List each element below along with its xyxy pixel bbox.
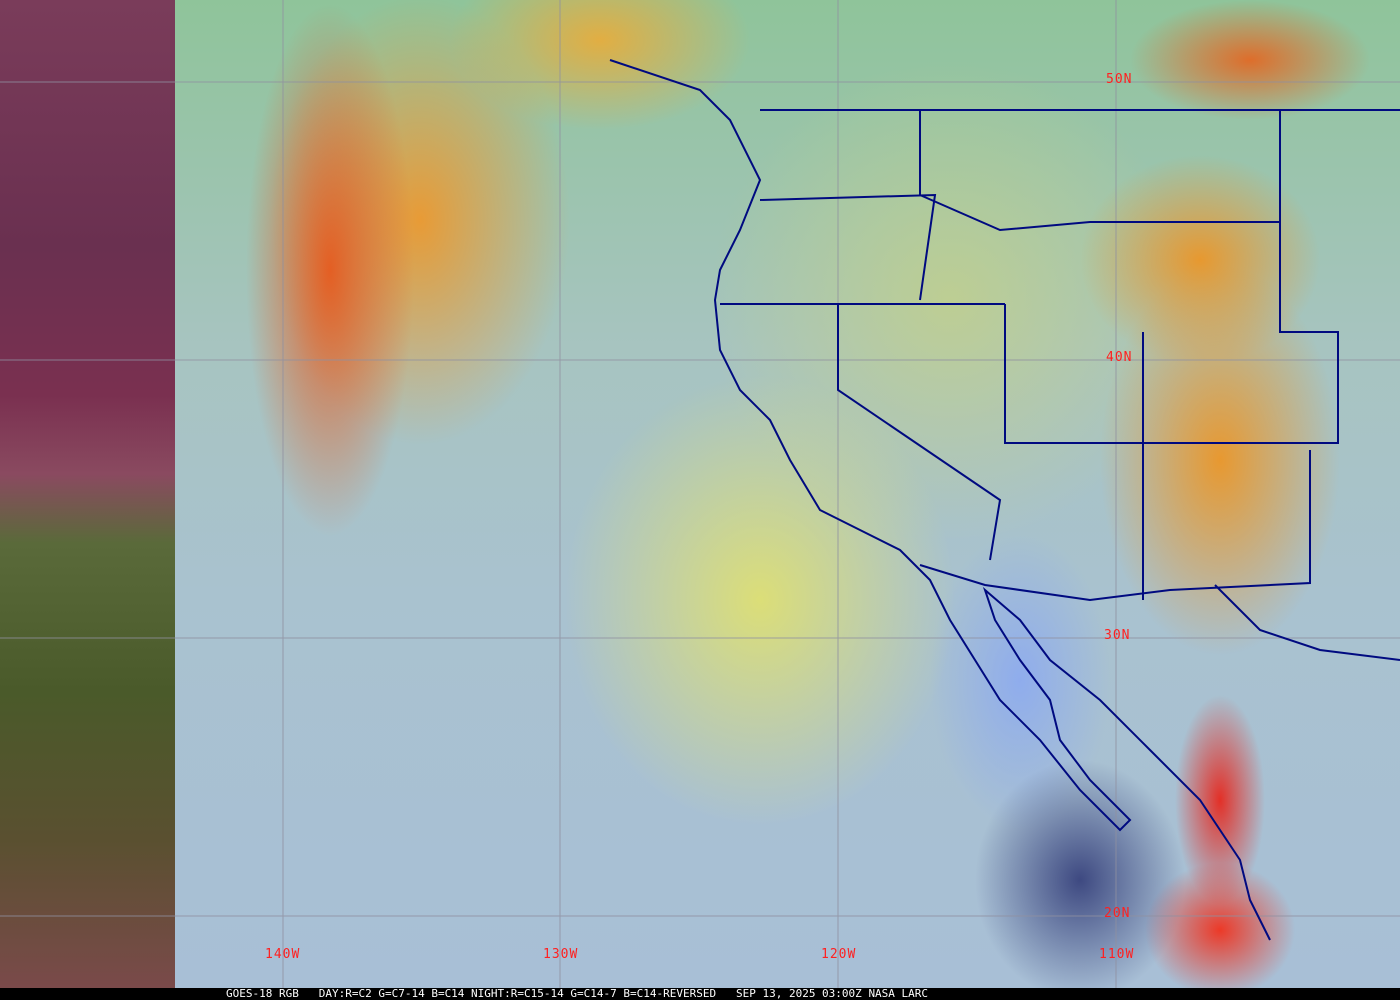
lat-label-50n: 50N: [1106, 72, 1133, 87]
us-mexico-border: [919, 450, 1311, 602]
state-border-id: [919, 110, 1280, 232]
lat-label-20n: 20N: [1104, 906, 1131, 921]
caption-bar: GOES-18 RGB DAY:R=C2 G=C7-14 B=C14 NIGHT…: [0, 988, 1400, 1000]
state-border-wa-or: [759, 193, 937, 301]
caption-satellite: GOES-18 RGB: [226, 987, 299, 1000]
lat-label-30n: 30N: [1104, 628, 1131, 643]
state-border-ut-az: [1004, 110, 1339, 444]
lon-label-110w: 110W: [1099, 947, 1135, 962]
caption-text: GOES-18 RGB DAY:R=C2 G=C7-14 B=C14 NIGHT…: [226, 988, 928, 1000]
lon-label-130w: 130W: [543, 947, 579, 962]
lon-label-140w: 140W: [265, 947, 301, 962]
caption-datetime: SEP 13, 2025 03:00Z: [735, 987, 862, 1000]
state-border-ca-nv: [837, 304, 1002, 561]
west-coastline: [609, 59, 1271, 941]
coastline-and-borders: [609, 59, 1400, 941]
lon-label-120w: 120W: [821, 947, 857, 962]
caption-product: DAY:R=C2 G=C7-14 B=C14 NIGHT:R=C15-14 G=…: [318, 987, 717, 1000]
caption-source: NASA LARC: [868, 987, 929, 1000]
rio-grande: [1214, 584, 1400, 661]
night-region-strip: [0, 0, 175, 988]
lat-label-40n: 40N: [1106, 350, 1133, 365]
